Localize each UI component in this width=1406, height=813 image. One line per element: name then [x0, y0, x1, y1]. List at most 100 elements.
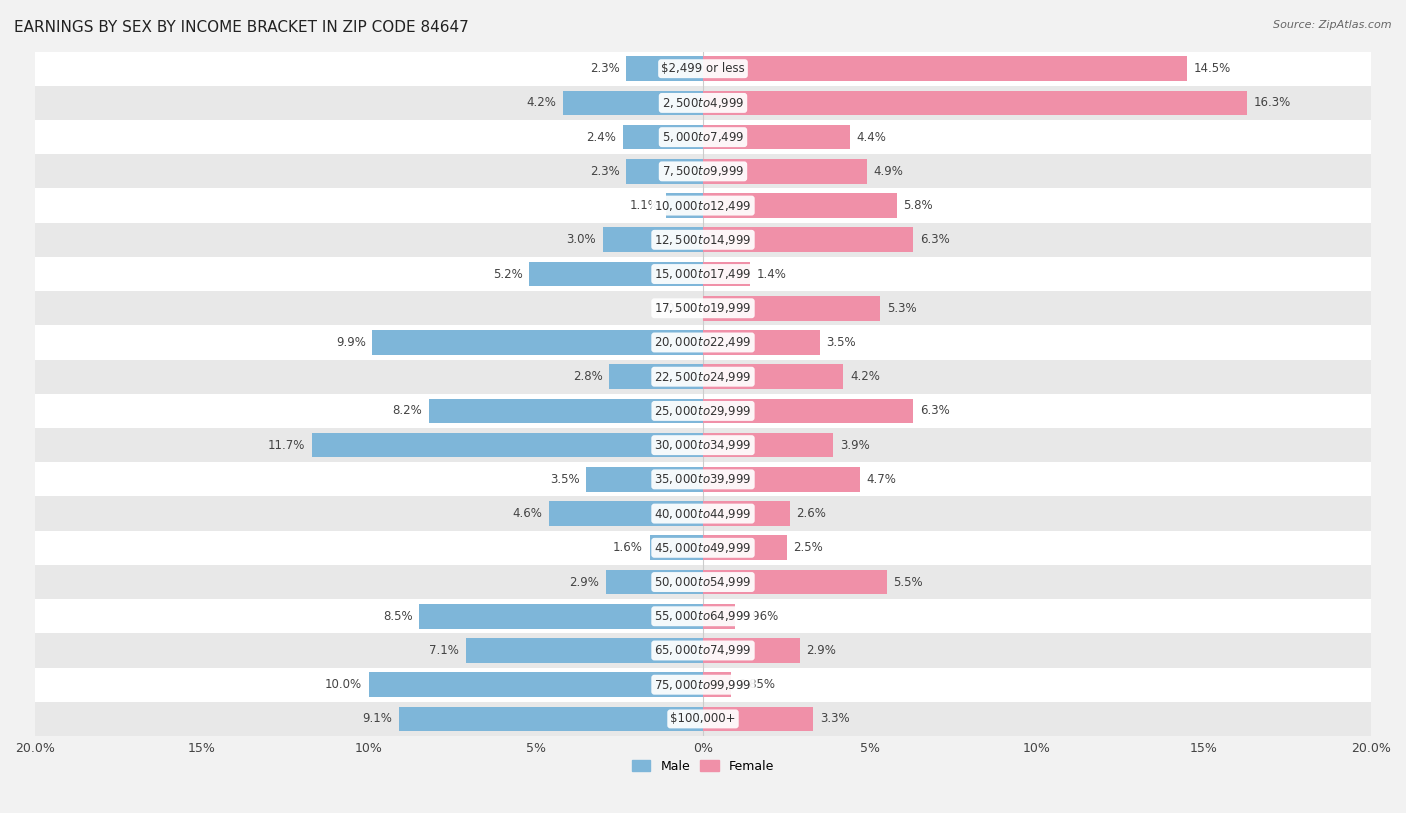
- Bar: [429, 398, 703, 424]
- Text: 3.3%: 3.3%: [820, 712, 849, 725]
- Bar: [550, 502, 703, 526]
- Text: 8.5%: 8.5%: [382, 610, 412, 623]
- Bar: [626, 56, 703, 81]
- Text: $55,000 to $64,999: $55,000 to $64,999: [654, 609, 752, 624]
- Bar: [703, 536, 786, 560]
- Text: $75,000 to $99,999: $75,000 to $99,999: [654, 678, 752, 692]
- Bar: [465, 638, 703, 663]
- Bar: [703, 433, 834, 458]
- Text: 0.0%: 0.0%: [666, 302, 696, 315]
- Text: 0.96%: 0.96%: [742, 610, 779, 623]
- Text: $40,000 to $44,999: $40,000 to $44,999: [654, 506, 752, 520]
- Bar: [35, 463, 1371, 497]
- Bar: [35, 531, 1371, 565]
- Text: $20,000 to $22,499: $20,000 to $22,499: [654, 336, 752, 350]
- Text: 7.1%: 7.1%: [429, 644, 460, 657]
- Bar: [703, 706, 813, 731]
- Text: 1.4%: 1.4%: [756, 267, 786, 280]
- Text: 6.3%: 6.3%: [920, 233, 950, 246]
- Text: 3.5%: 3.5%: [550, 473, 579, 486]
- Bar: [35, 633, 1371, 667]
- Bar: [703, 56, 1187, 81]
- Text: 1.6%: 1.6%: [613, 541, 643, 554]
- Text: $25,000 to $29,999: $25,000 to $29,999: [654, 404, 752, 418]
- Bar: [35, 257, 1371, 291]
- Bar: [650, 536, 703, 560]
- Bar: [703, 570, 887, 594]
- Bar: [35, 223, 1371, 257]
- Bar: [35, 120, 1371, 154]
- Bar: [529, 262, 703, 286]
- Text: 5.3%: 5.3%: [887, 302, 917, 315]
- Text: 4.7%: 4.7%: [866, 473, 897, 486]
- Text: 4.9%: 4.9%: [873, 165, 903, 178]
- Bar: [419, 604, 703, 628]
- Text: $35,000 to $39,999: $35,000 to $39,999: [654, 472, 752, 486]
- Text: Source: ZipAtlas.com: Source: ZipAtlas.com: [1274, 20, 1392, 30]
- Bar: [35, 325, 1371, 359]
- Text: 11.7%: 11.7%: [269, 439, 305, 452]
- Bar: [35, 599, 1371, 633]
- Text: 5.2%: 5.2%: [494, 267, 523, 280]
- Bar: [35, 51, 1371, 86]
- Bar: [312, 433, 703, 458]
- Text: $17,500 to $19,999: $17,500 to $19,999: [654, 302, 752, 315]
- Text: 3.5%: 3.5%: [827, 336, 856, 349]
- Bar: [703, 398, 914, 424]
- Bar: [703, 90, 1247, 115]
- Text: 3.0%: 3.0%: [567, 233, 596, 246]
- Text: 14.5%: 14.5%: [1194, 63, 1232, 75]
- Text: 16.3%: 16.3%: [1254, 97, 1291, 110]
- Bar: [35, 393, 1371, 428]
- Text: $7,500 to $9,999: $7,500 to $9,999: [662, 164, 744, 178]
- Legend: Male, Female: Male, Female: [627, 754, 779, 778]
- Text: $2,500 to $4,999: $2,500 to $4,999: [662, 96, 744, 110]
- Text: $2,499 or less: $2,499 or less: [661, 63, 745, 75]
- Bar: [609, 364, 703, 389]
- Bar: [35, 359, 1371, 393]
- Text: $12,500 to $14,999: $12,500 to $14,999: [654, 233, 752, 247]
- Bar: [603, 228, 703, 252]
- Text: 4.2%: 4.2%: [851, 370, 880, 383]
- Text: $45,000 to $49,999: $45,000 to $49,999: [654, 541, 752, 554]
- Bar: [35, 428, 1371, 463]
- Text: 4.4%: 4.4%: [856, 131, 887, 144]
- Text: 3.9%: 3.9%: [839, 439, 870, 452]
- Text: 2.5%: 2.5%: [793, 541, 823, 554]
- Text: $15,000 to $17,499: $15,000 to $17,499: [654, 267, 752, 281]
- Bar: [703, 262, 749, 286]
- Bar: [35, 667, 1371, 702]
- Bar: [703, 193, 897, 218]
- Bar: [399, 706, 703, 731]
- Text: 6.3%: 6.3%: [920, 404, 950, 417]
- Bar: [703, 296, 880, 320]
- Bar: [703, 638, 800, 663]
- Text: 9.9%: 9.9%: [336, 336, 366, 349]
- Bar: [373, 330, 703, 354]
- Bar: [586, 467, 703, 492]
- Text: 2.4%: 2.4%: [586, 131, 616, 144]
- Bar: [35, 189, 1371, 223]
- Text: 0.85%: 0.85%: [738, 678, 775, 691]
- Text: 2.3%: 2.3%: [589, 63, 620, 75]
- Text: 2.3%: 2.3%: [589, 165, 620, 178]
- Bar: [368, 672, 703, 697]
- Bar: [623, 125, 703, 150]
- Bar: [703, 467, 860, 492]
- Text: 9.1%: 9.1%: [363, 712, 392, 725]
- Bar: [35, 702, 1371, 736]
- Text: $50,000 to $54,999: $50,000 to $54,999: [654, 575, 752, 589]
- Text: 1.1%: 1.1%: [630, 199, 659, 212]
- Text: 2.8%: 2.8%: [574, 370, 603, 383]
- Text: $5,000 to $7,499: $5,000 to $7,499: [662, 130, 744, 144]
- Bar: [35, 565, 1371, 599]
- Bar: [666, 193, 703, 218]
- Bar: [35, 497, 1371, 531]
- Bar: [703, 228, 914, 252]
- Text: 2.6%: 2.6%: [797, 507, 827, 520]
- Text: 4.6%: 4.6%: [513, 507, 543, 520]
- Bar: [703, 330, 820, 354]
- Text: 2.9%: 2.9%: [569, 576, 599, 589]
- Text: $65,000 to $74,999: $65,000 to $74,999: [654, 643, 752, 658]
- Text: $100,000+: $100,000+: [671, 712, 735, 725]
